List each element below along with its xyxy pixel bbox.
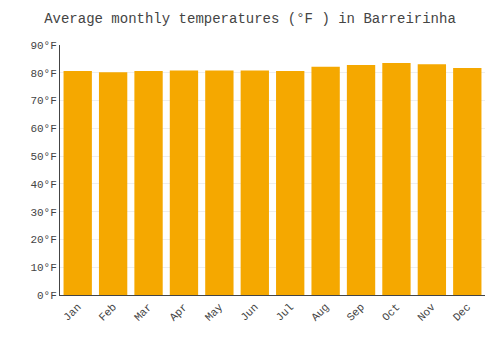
svg-text:Jan: Jan <box>61 301 83 323</box>
svg-text:60°F: 60°F <box>30 123 56 135</box>
svg-text:80°F: 80°F <box>30 68 56 80</box>
svg-text:Aug: Aug <box>309 301 331 323</box>
svg-text:20°F: 20°F <box>30 234 56 246</box>
svg-text:70°F: 70°F <box>30 95 56 107</box>
svg-text:Jun: Jun <box>238 301 260 323</box>
svg-text:Mar: Mar <box>132 301 154 323</box>
svg-text:50°F: 50°F <box>30 151 56 163</box>
svg-text:Dec: Dec <box>451 301 473 323</box>
svg-text:May: May <box>203 301 226 324</box>
svg-text:Oct: Oct <box>380 301 402 323</box>
svg-text:0°F: 0°F <box>37 290 57 302</box>
svg-text:Apr: Apr <box>167 301 189 323</box>
svg-text:10°F: 10°F <box>30 262 56 274</box>
svg-text:Average monthly temperatures (: Average monthly temperatures (°F ) in Ba… <box>44 11 456 27</box>
svg-text:Jul: Jul <box>274 301 296 323</box>
svg-text:90°F: 90°F <box>30 40 56 52</box>
svg-text:40°F: 40°F <box>30 179 56 191</box>
svg-text:Nov: Nov <box>415 301 438 324</box>
svg-text:Sep: Sep <box>345 301 367 323</box>
svg-text:30°F: 30°F <box>30 207 56 219</box>
svg-text:Feb: Feb <box>97 301 119 323</box>
